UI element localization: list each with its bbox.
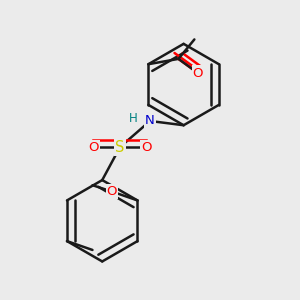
Text: O: O [107, 185, 117, 198]
Text: O: O [141, 141, 152, 154]
Text: O: O [193, 67, 203, 80]
Text: S: S [115, 140, 124, 155]
Text: H: H [129, 112, 137, 125]
Text: N: N [145, 115, 155, 128]
Text: O: O [88, 141, 99, 154]
